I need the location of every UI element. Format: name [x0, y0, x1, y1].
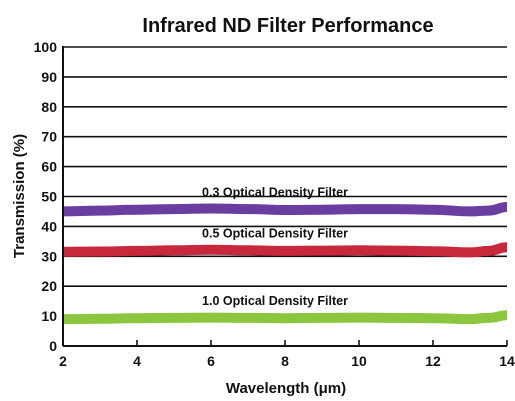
- x-tick-label-12: 12: [425, 353, 441, 369]
- x-tick-label-6: 6: [207, 353, 215, 369]
- x-tick-label-4: 4: [133, 353, 141, 369]
- series-line-3: [62, 310, 508, 325]
- y-axis-label: Transmission (%): [11, 134, 28, 258]
- series-label-2: 0.5 Optical Density Filter: [202, 227, 348, 241]
- tick-labels: 0 10 20 30 40 50 60 70 80 90 100 2 4 6 8 10 12 14: [34, 39, 515, 369]
- axes: [62, 46, 508, 347]
- series-lines: [62, 202, 508, 325]
- y-tick-label-70: 70: [41, 129, 57, 145]
- y-tick-label-90: 90: [41, 69, 57, 85]
- y-tick-label-40: 40: [41, 218, 57, 234]
- series-labels: 0.3 Optical Density Filter 0.5 Optical De…: [202, 186, 348, 308]
- y-tick-label-0: 0: [49, 338, 57, 354]
- x-tick-label-2: 2: [59, 353, 67, 369]
- y-tick-label-50: 50: [41, 189, 57, 205]
- x-tick-label-10: 10: [351, 353, 367, 369]
- y-tick-label-30: 30: [41, 248, 57, 264]
- y-tick-label-100: 100: [34, 39, 58, 55]
- series-line-2: [62, 242, 508, 258]
- series-label-3: 1.0 Optical Density Filter: [202, 294, 348, 308]
- y-tick-label-80: 80: [41, 99, 57, 115]
- x-tick-label-14: 14: [499, 353, 515, 369]
- series-label-1: 0.3 Optical Density Filter: [202, 186, 348, 200]
- series-line-1: [62, 202, 508, 217]
- chart-title: Infrared ND Filter Performance: [142, 15, 433, 37]
- x-axis-label: Wavelength (μm): [226, 380, 346, 397]
- y-tick-label-20: 20: [41, 278, 57, 294]
- x-tick-label-8: 8: [281, 353, 289, 369]
- y-tick-label-10: 10: [41, 308, 57, 324]
- y-tick-label-60: 60: [41, 159, 57, 175]
- grid-lines: [63, 46, 507, 317]
